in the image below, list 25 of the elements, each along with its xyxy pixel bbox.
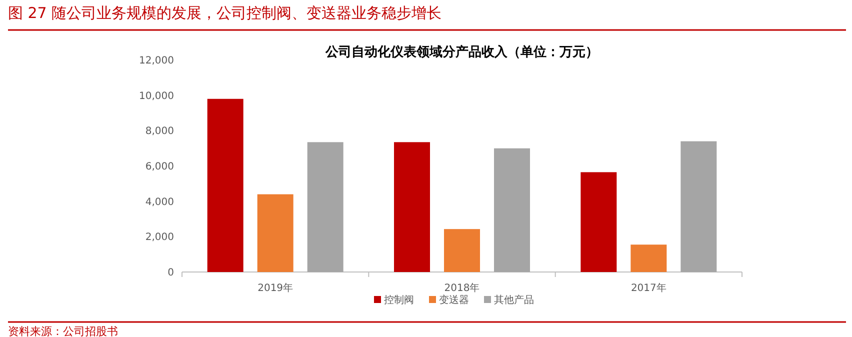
y-tick-label: 10,000 [139, 90, 174, 102]
x-tick-label: 2019年 [258, 282, 294, 294]
bar [207, 98, 244, 272]
bar [444, 229, 480, 272]
y-tick-label: 2,000 [145, 232, 174, 244]
bar [494, 148, 530, 272]
bar [680, 141, 717, 272]
y-tick-label: 8,000 [145, 126, 174, 138]
x-tick-label: 2018年 [444, 282, 480, 294]
bar [394, 142, 430, 272]
x-tick-label: 2017年 [630, 282, 666, 294]
y-tick-label: 0 [168, 268, 174, 278]
bar [257, 194, 294, 272]
bar [580, 172, 617, 272]
bar [630, 244, 667, 272]
chart-subtitle: 公司自动化仪表领域分产品收入（单位：万元） [324, 44, 598, 60]
y-tick-label: 6,000 [145, 162, 174, 172]
legend-label: 控制阀 [384, 294, 414, 306]
chart-title: 图 27 随公司业务规模的发展，公司控制阀、变送器业务稳步增长 [8, 4, 442, 22]
y-tick-label: 12,000 [139, 56, 174, 66]
legend-label: 变送器 [439, 294, 469, 306]
legend-label: 其他产品 [494, 294, 534, 306]
y-tick-label: 4,000 [145, 196, 174, 208]
text: 资料来源：公司招股书 [8, 325, 118, 337]
bar [307, 142, 344, 272]
